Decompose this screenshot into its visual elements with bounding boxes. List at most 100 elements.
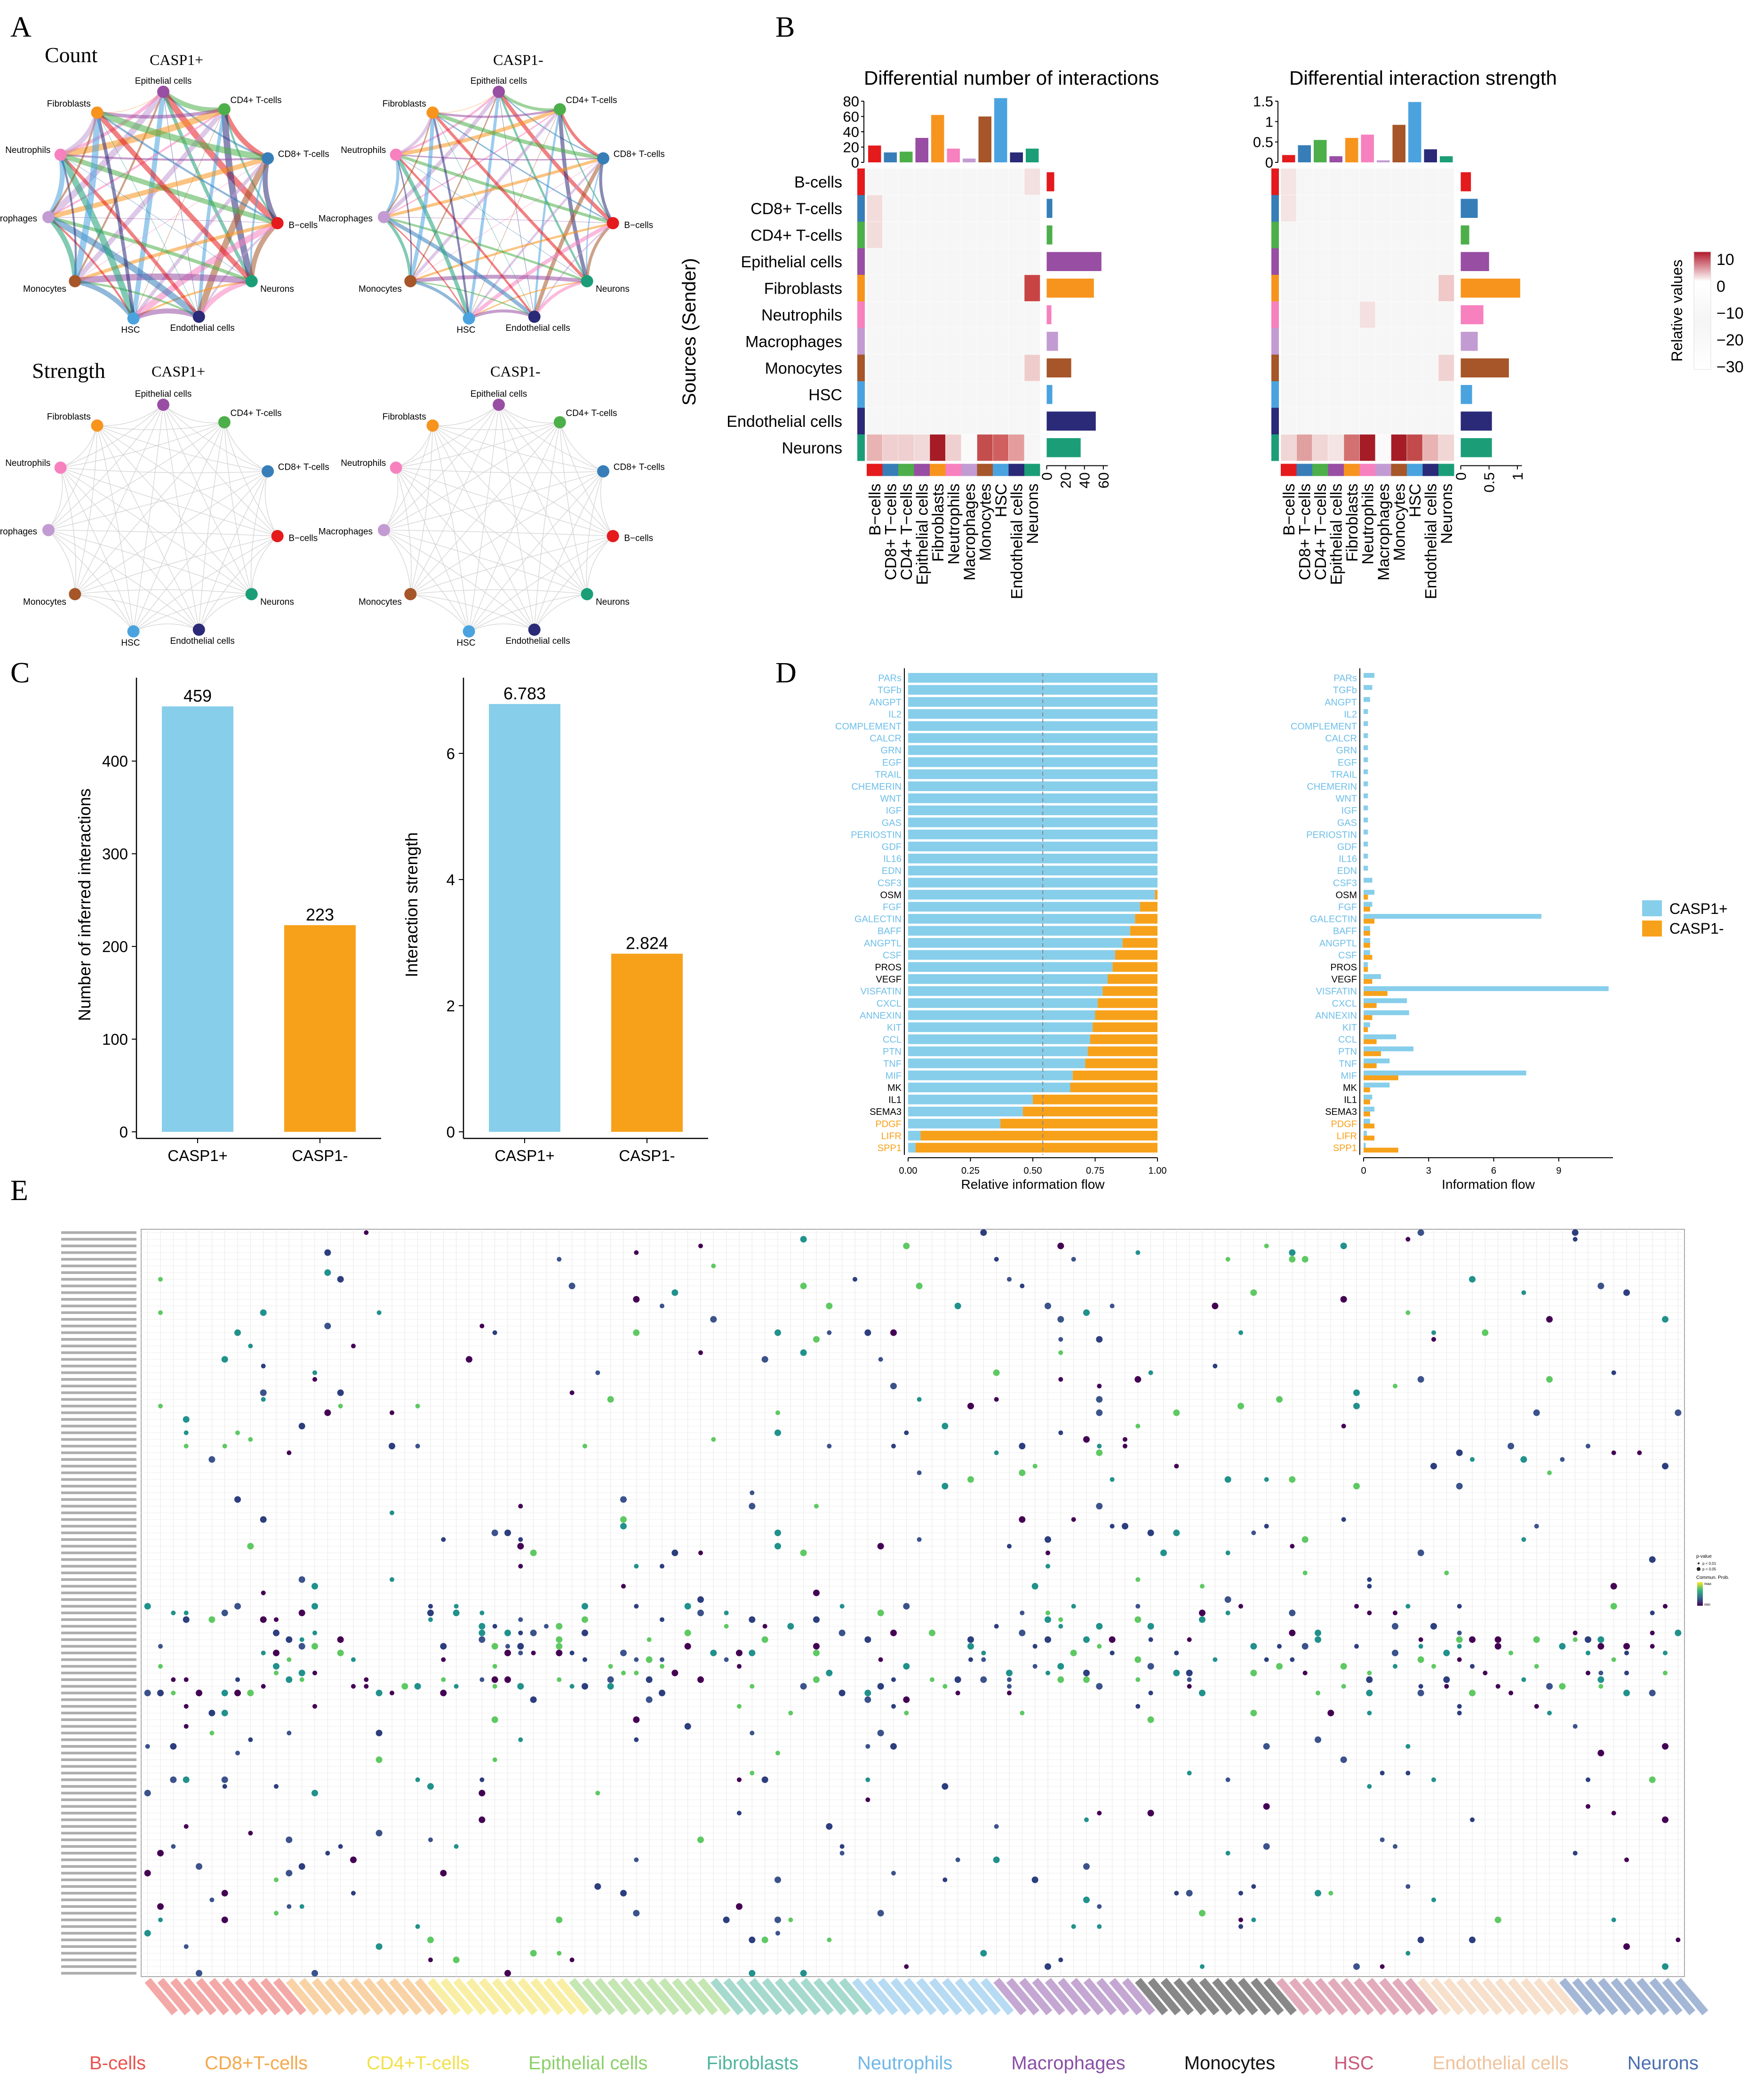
heat-cell <box>1024 274 1040 302</box>
node <box>192 311 205 323</box>
edge <box>395 91 500 156</box>
dot <box>903 1663 910 1670</box>
dot <box>1431 1664 1436 1669</box>
edge <box>131 91 166 319</box>
dot <box>157 1903 164 1910</box>
dot <box>1393 1384 1397 1389</box>
dot <box>993 1369 1000 1376</box>
edge <box>60 467 200 630</box>
dot <box>1649 1556 1656 1563</box>
edge <box>74 404 164 594</box>
pathway-label: CALCR <box>1325 734 1357 744</box>
dot <box>1457 1710 1462 1715</box>
dot <box>1586 1650 1590 1656</box>
dot <box>737 1664 742 1669</box>
row-label-mark <box>61 1878 136 1882</box>
heat-cell <box>992 274 1009 302</box>
col-label-mark <box>325 1978 358 2016</box>
dot <box>324 1409 331 1416</box>
dot <box>1494 1636 1501 1643</box>
side-bar <box>1461 438 1492 457</box>
node <box>597 465 610 478</box>
dot-plot-col-labels <box>144 1978 1708 2016</box>
dot <box>1662 1463 1668 1470</box>
row-label: Epithelial cells <box>741 253 842 271</box>
dot <box>904 1430 909 1435</box>
dot <box>684 1643 691 1650</box>
edge <box>396 425 433 468</box>
node-label: HSC <box>121 325 140 335</box>
row-label-mark <box>61 1972 136 1975</box>
heat-cell <box>882 408 899 435</box>
dot <box>312 1630 317 1635</box>
dot <box>1637 1450 1642 1455</box>
edge <box>74 422 225 594</box>
edge <box>199 536 278 630</box>
heat-cell <box>945 408 962 435</box>
dot <box>736 1903 742 1910</box>
dot <box>261 1363 266 1369</box>
pathway-label: EDN <box>1337 866 1357 876</box>
edge <box>60 467 134 632</box>
row-label-mark <box>61 1551 136 1554</box>
col-label-mark <box>415 1978 448 2016</box>
heat-cell <box>866 354 883 382</box>
row-label-mark <box>61 1891 136 1895</box>
col-label-mark <box>582 1978 615 2016</box>
edge <box>48 215 252 283</box>
heat-cell <box>929 248 946 275</box>
heat-cell <box>1391 354 1407 382</box>
heat-cell <box>1343 328 1360 355</box>
heat-cell <box>866 434 883 461</box>
pathway-label: CALCR <box>870 734 902 744</box>
dot <box>1096 1449 1103 1456</box>
heat-cell <box>1008 301 1025 328</box>
dot <box>144 1790 151 1797</box>
heat-cell <box>1375 381 1391 408</box>
pathway-label: CCL <box>883 1035 902 1045</box>
dot <box>1405 1310 1411 1315</box>
bar-casp1-neg <box>1364 991 1388 996</box>
node <box>91 106 104 119</box>
dot <box>184 1824 189 1829</box>
bar-casp1-pos <box>1364 709 1368 714</box>
top-bar <box>963 158 976 162</box>
edge <box>468 157 604 320</box>
dot <box>1597 1636 1604 1643</box>
row-label-mark <box>61 1391 136 1394</box>
dot <box>1276 1663 1283 1670</box>
dot <box>1393 1664 1397 1669</box>
col-label-mark <box>402 1978 435 2016</box>
dot <box>556 1916 563 1923</box>
row-label-mark <box>61 1451 136 1454</box>
dot <box>761 1776 768 1783</box>
edge <box>383 529 411 594</box>
bar-value-label: 459 <box>184 686 212 705</box>
heat-cell <box>882 328 899 355</box>
dot <box>942 1783 949 1790</box>
dot <box>671 1549 678 1556</box>
heat-cell <box>945 248 962 275</box>
row-label-mark <box>61 1371 136 1374</box>
top-bar <box>978 116 991 162</box>
heat-cell <box>1391 328 1407 355</box>
dot <box>274 1877 279 1882</box>
dot <box>724 1657 729 1662</box>
dot <box>261 1397 266 1402</box>
bar-casp1-pos <box>1364 793 1368 799</box>
dot <box>337 1636 344 1643</box>
dot <box>184 1677 189 1682</box>
p-legend-large <box>1697 1567 1700 1571</box>
dot <box>364 1684 369 1689</box>
edge <box>534 223 614 317</box>
dot <box>1147 1716 1154 1723</box>
row-label-mark <box>61 1444 136 1448</box>
node-label: CD8+ T-cells <box>614 462 665 472</box>
dot <box>903 1603 910 1610</box>
dot <box>877 1910 884 1917</box>
bar-casp1-neg <box>1364 1075 1398 1081</box>
col-label-mark <box>685 1978 718 2016</box>
heat-cell <box>1280 274 1297 302</box>
p-legend-small <box>1698 1562 1700 1564</box>
